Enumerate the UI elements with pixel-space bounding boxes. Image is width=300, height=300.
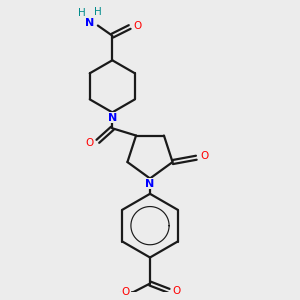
- Text: H: H: [78, 8, 86, 18]
- Text: N: N: [85, 18, 94, 28]
- Text: O: O: [201, 151, 209, 161]
- Text: O: O: [173, 286, 181, 296]
- Text: O: O: [85, 138, 94, 148]
- Text: N: N: [146, 179, 154, 189]
- Text: H: H: [94, 7, 102, 17]
- Text: N: N: [108, 112, 117, 123]
- Text: O: O: [122, 287, 130, 297]
- Text: O: O: [134, 20, 142, 31]
